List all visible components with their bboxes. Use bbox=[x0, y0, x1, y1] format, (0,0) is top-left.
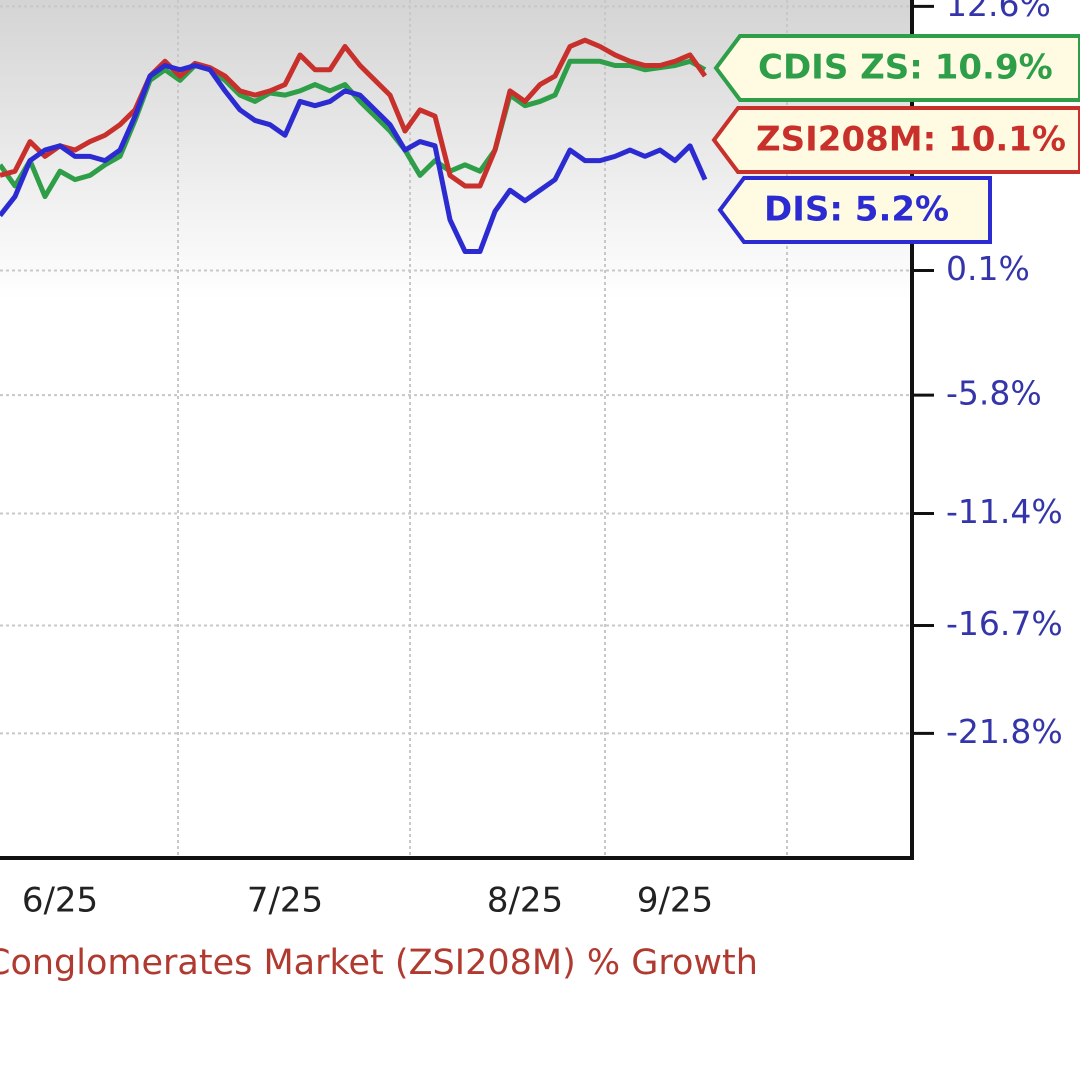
x-tick-labels: 6/25 7/25 8/25 9/25 bbox=[22, 881, 713, 921]
y-tick-label: 0.1% bbox=[946, 249, 1030, 288]
x-tick-label: 6/25 bbox=[22, 881, 98, 921]
legend-tag bbox=[711, 106, 1080, 174]
legend-label: ZSI208M: 10.1% bbox=[756, 120, 1066, 160]
series-line bbox=[0, 63, 708, 254]
x-tick-label: 8/25 bbox=[487, 881, 563, 921]
series-lines bbox=[0, 37, 708, 254]
y-tick-label: -21.8% bbox=[946, 712, 1063, 751]
y-tick-label: -16.7% bbox=[946, 604, 1063, 643]
y-tick-label: -5.8% bbox=[946, 374, 1042, 413]
x-tick-label: 7/25 bbox=[247, 881, 323, 921]
y-tick-labels: 12.6% 0.1% -5.8% -11.4% -16.7% -21.8% bbox=[946, 0, 1063, 751]
y-tick-label: 12.6% bbox=[946, 0, 1051, 24]
legend-label: CDIS ZS: 10.9% bbox=[758, 48, 1053, 88]
legend: CDIS ZS: 10.9% ZSI208M: 10.1% DIS: 5.2% bbox=[711, 34, 1080, 244]
legend-label: DIS: 5.2% bbox=[764, 190, 949, 230]
y-tick-label: -11.4% bbox=[946, 492, 1063, 531]
v-grid bbox=[177, 0, 788, 858]
chart-title: Conglomerates Market (ZSI208M) % Growth bbox=[0, 943, 758, 983]
series-line bbox=[0, 37, 708, 189]
legend-tag bbox=[717, 176, 992, 244]
legend-tag bbox=[713, 34, 1080, 102]
grid bbox=[0, 4, 934, 735]
x-tick-label: 9/25 bbox=[637, 881, 713, 921]
